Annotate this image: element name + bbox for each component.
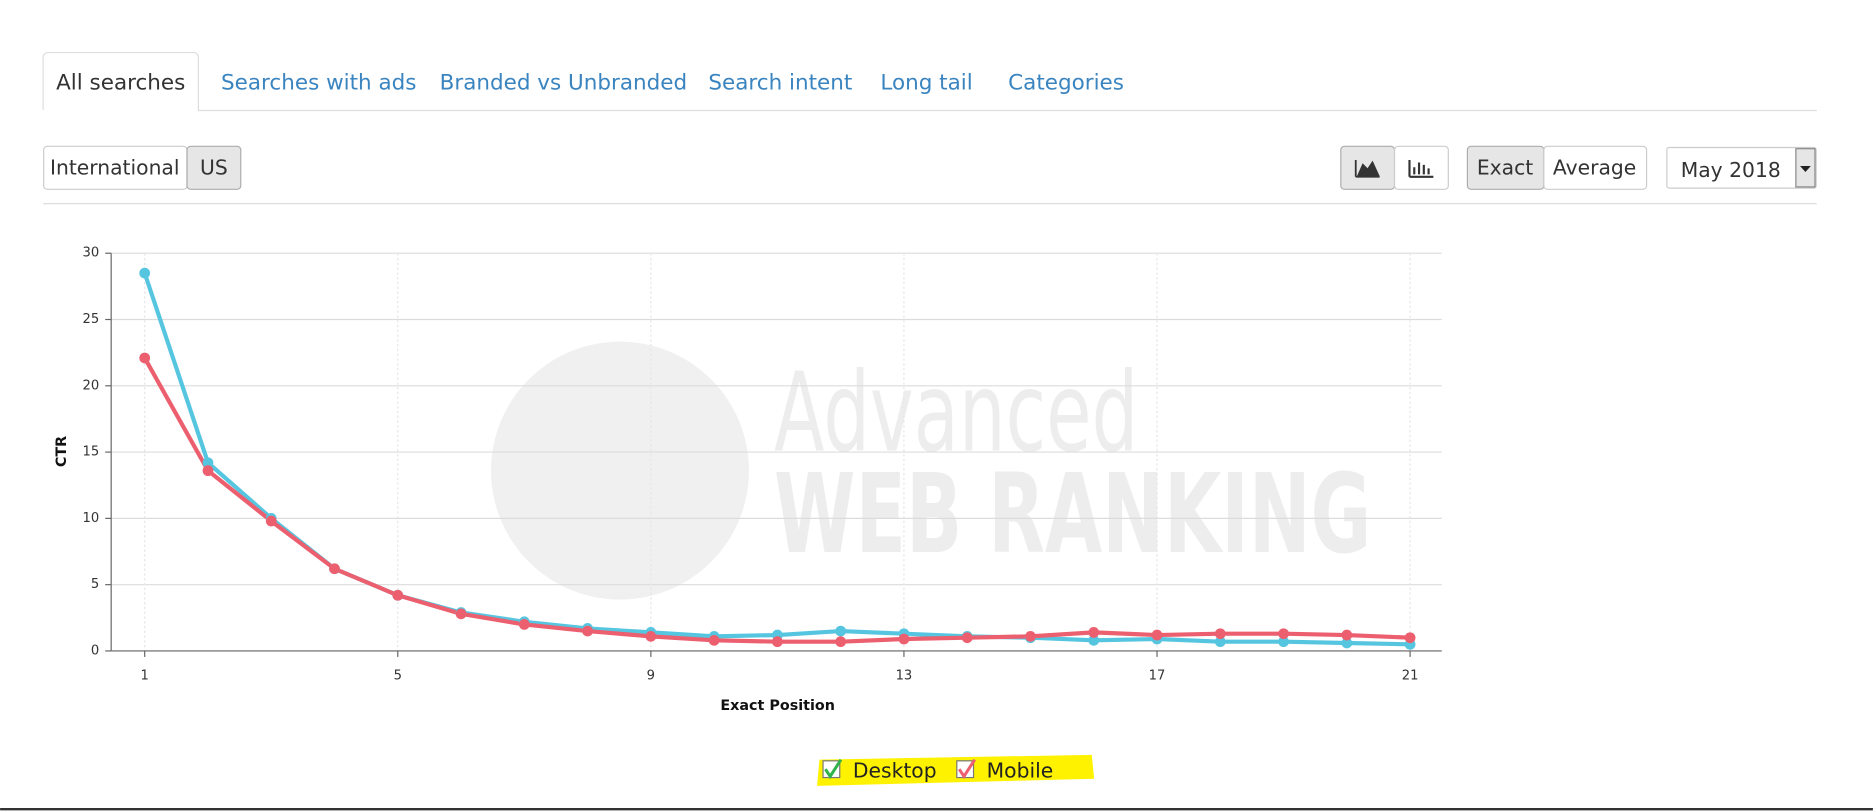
date-select[interactable] [1666,146,1817,189]
y-tick-label: 15 [83,445,100,460]
y-tick-label: 5 [91,577,99,592]
point [392,589,404,601]
point [329,563,340,575]
point [1088,634,1100,646]
active-tab-box [42,51,199,112]
tab[interactable]: Branded vs Unbranded [440,71,688,96]
area-chart-button[interactable] [1340,145,1396,190]
x-axis-title: Exact Position [720,698,835,714]
point [1214,628,1226,640]
point [518,619,530,630]
point [202,457,214,469]
highlight [817,754,1095,786]
x-tick-label: 1 [141,669,149,684]
button-label: Average [1553,155,1636,179]
x-tick-label: 5 [394,669,402,684]
point [1278,628,1289,640]
point [1088,627,1100,638]
legend: Desktop Mobile [822,758,1054,783]
point [898,633,910,645]
area-icon [1354,160,1380,178]
point [835,625,847,637]
point [139,352,151,364]
bar-chart-button[interactable] [1393,145,1449,190]
y-axis-title: CTR [54,436,70,467]
select-caret [1800,166,1811,172]
point [1151,629,1163,641]
x-tick-label: 21 [1402,669,1419,684]
button[interactable] [186,145,242,190]
button-label: Exact [1477,155,1533,179]
button[interactable] [1543,145,1648,190]
legend-check [824,758,843,780]
legend-label[interactable]: Mobile [987,759,1054,783]
point [772,636,783,648]
x-tick-label: 9 [647,669,655,684]
legend-label[interactable]: Desktop [853,759,937,783]
x-tick-label: 17 [1149,669,1166,684]
point [139,267,151,279]
point [1278,636,1289,648]
point [961,632,973,644]
watermark-text: WEB RANKING [774,450,1371,578]
tab[interactable]: Categories [1008,71,1124,96]
tab[interactable]: Search intent [708,71,852,96]
point [1341,637,1353,649]
y-tick-label: 25 [83,312,100,327]
tab[interactable]: Long tail [880,71,972,96]
point [1214,636,1226,648]
button-label: International [50,155,180,179]
date-label: May 2018 [1681,158,1781,182]
bar-icon [1408,160,1434,178]
y-tick-label: 20 [83,378,100,393]
point [708,634,720,646]
watermark-text: Advanced [774,349,1138,477]
legend-check [957,758,976,780]
tab[interactable]: All searches [56,71,185,96]
tab[interactable]: Searches with ads [221,71,416,96]
y-tick-label: 0 [91,643,99,658]
point [1404,632,1416,644]
point [645,630,657,642]
point [1025,630,1036,642]
y-tick-label: 10 [83,511,100,526]
watermark-globe [490,341,749,600]
y-tick-label: 30 [83,246,100,261]
point [1341,629,1353,641]
point [835,636,847,648]
point [202,465,214,477]
button-label: US [200,155,228,179]
x-tick-label: 13 [896,669,913,684]
point [265,515,277,527]
watermark: Advanced WEB RANKING [490,341,1371,600]
point [455,608,467,620]
point [582,625,593,637]
